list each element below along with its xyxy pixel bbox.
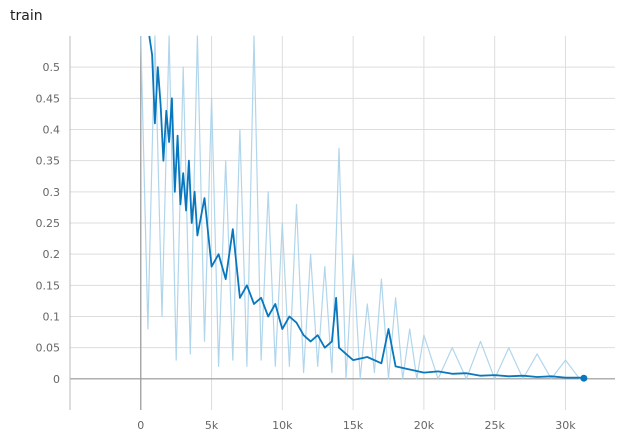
axes	[69, 36, 615, 410]
y-tick-label: 0.1	[43, 311, 61, 324]
y-tick-label: 0.5	[43, 61, 61, 74]
x-tick-label: 0	[137, 419, 144, 432]
series-layer	[140, 35, 588, 382]
x-tick-label: 30k	[555, 419, 576, 432]
x-tick-label: 10k	[272, 419, 293, 432]
y-tick-label: 0.4	[43, 124, 61, 137]
y-tick-label: 0.15	[36, 279, 61, 292]
chart-title: train	[10, 8, 43, 24]
grid-lines	[70, 36, 615, 410]
raw-series-line	[140, 35, 585, 380]
y-tick-label: 0.2	[43, 248, 61, 261]
tick-labels: 0 0.05 0.1 0.15 0.2 0.25 0.3 0.35 0.4 0.45 0.5 0 5k 1…	[36, 61, 577, 432]
y-tick-label: 0	[53, 373, 60, 386]
x-tick-label: 15k	[343, 419, 364, 432]
x-tick-label: 20k	[414, 419, 435, 432]
y-tick-label: 0.25	[36, 217, 61, 230]
y-tick-label: 0.05	[36, 342, 61, 355]
y-tick-label: 0.35	[36, 155, 61, 168]
x-tick-label: 5k	[205, 419, 219, 432]
y-tick-label: 0.45	[36, 92, 61, 105]
smoothed-series-line	[148, 35, 585, 380]
x-tick-label: 25k	[484, 419, 505, 432]
y-tick-label: 0.3	[43, 186, 61, 199]
last-point-marker	[580, 374, 588, 382]
